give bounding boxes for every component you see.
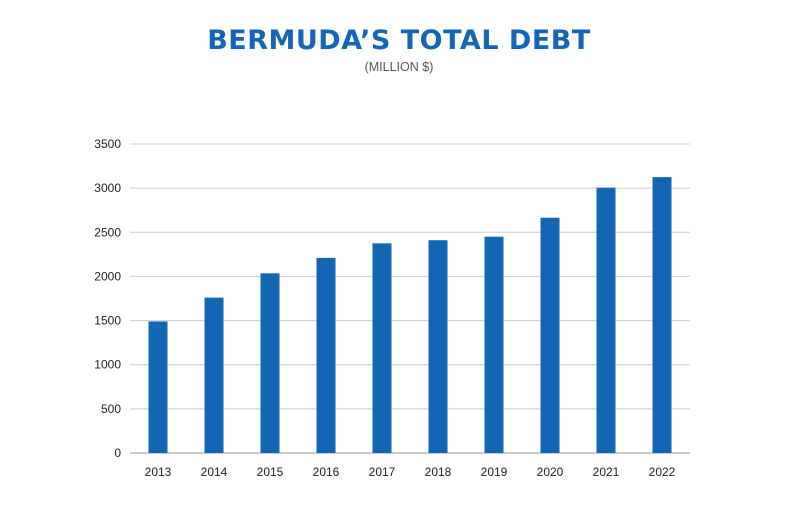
x-tick-label: 2019	[481, 465, 508, 479]
y-tick-label: 1500	[94, 314, 121, 328]
x-tick-label: 2013	[145, 465, 172, 479]
bar-2014	[204, 297, 224, 453]
x-tick-label: 2015	[257, 465, 284, 479]
y-tick-label: 3000	[94, 181, 121, 195]
x-axis-tick-labels: 2013 2014 2015 2016 2017 2018 2019 2020 2021 2022	[145, 465, 676, 479]
bar-2022	[652, 177, 672, 453]
x-tick-label: 2018	[425, 465, 452, 479]
x-tick-label: 2022	[649, 465, 676, 479]
bar-2016	[316, 257, 336, 453]
bars	[148, 177, 672, 454]
y-tick-label: 2500	[94, 225, 121, 239]
bar-2013	[148, 321, 168, 453]
y-tick-label: 0	[114, 446, 121, 460]
bar-2018	[428, 240, 448, 453]
chart-title: BERMUDA’S TOTAL DEBT	[207, 25, 591, 56]
x-tick-label: 2017	[369, 465, 396, 479]
y-tick-label: 2000	[94, 269, 121, 283]
y-tick-label: 3500	[94, 137, 121, 151]
bar-2015	[260, 273, 280, 453]
y-tick-label: 1000	[94, 358, 121, 372]
y-tick-label: 500	[101, 402, 121, 416]
x-tick-label: 2014	[201, 465, 228, 479]
x-tick-label: 2016	[313, 465, 340, 479]
bar-2017	[372, 243, 392, 453]
bar-2021	[596, 187, 616, 454]
y-axis-tick-labels: 0 500 1000 1500 2000 2500 3000 3500	[94, 137, 121, 460]
x-tick-label: 2020	[537, 465, 564, 479]
bar-2020	[540, 217, 560, 453]
chart-subtitle: (MILLION $)	[364, 60, 434, 74]
bar-2019	[484, 236, 504, 453]
x-tick-label: 2021	[593, 465, 620, 479]
